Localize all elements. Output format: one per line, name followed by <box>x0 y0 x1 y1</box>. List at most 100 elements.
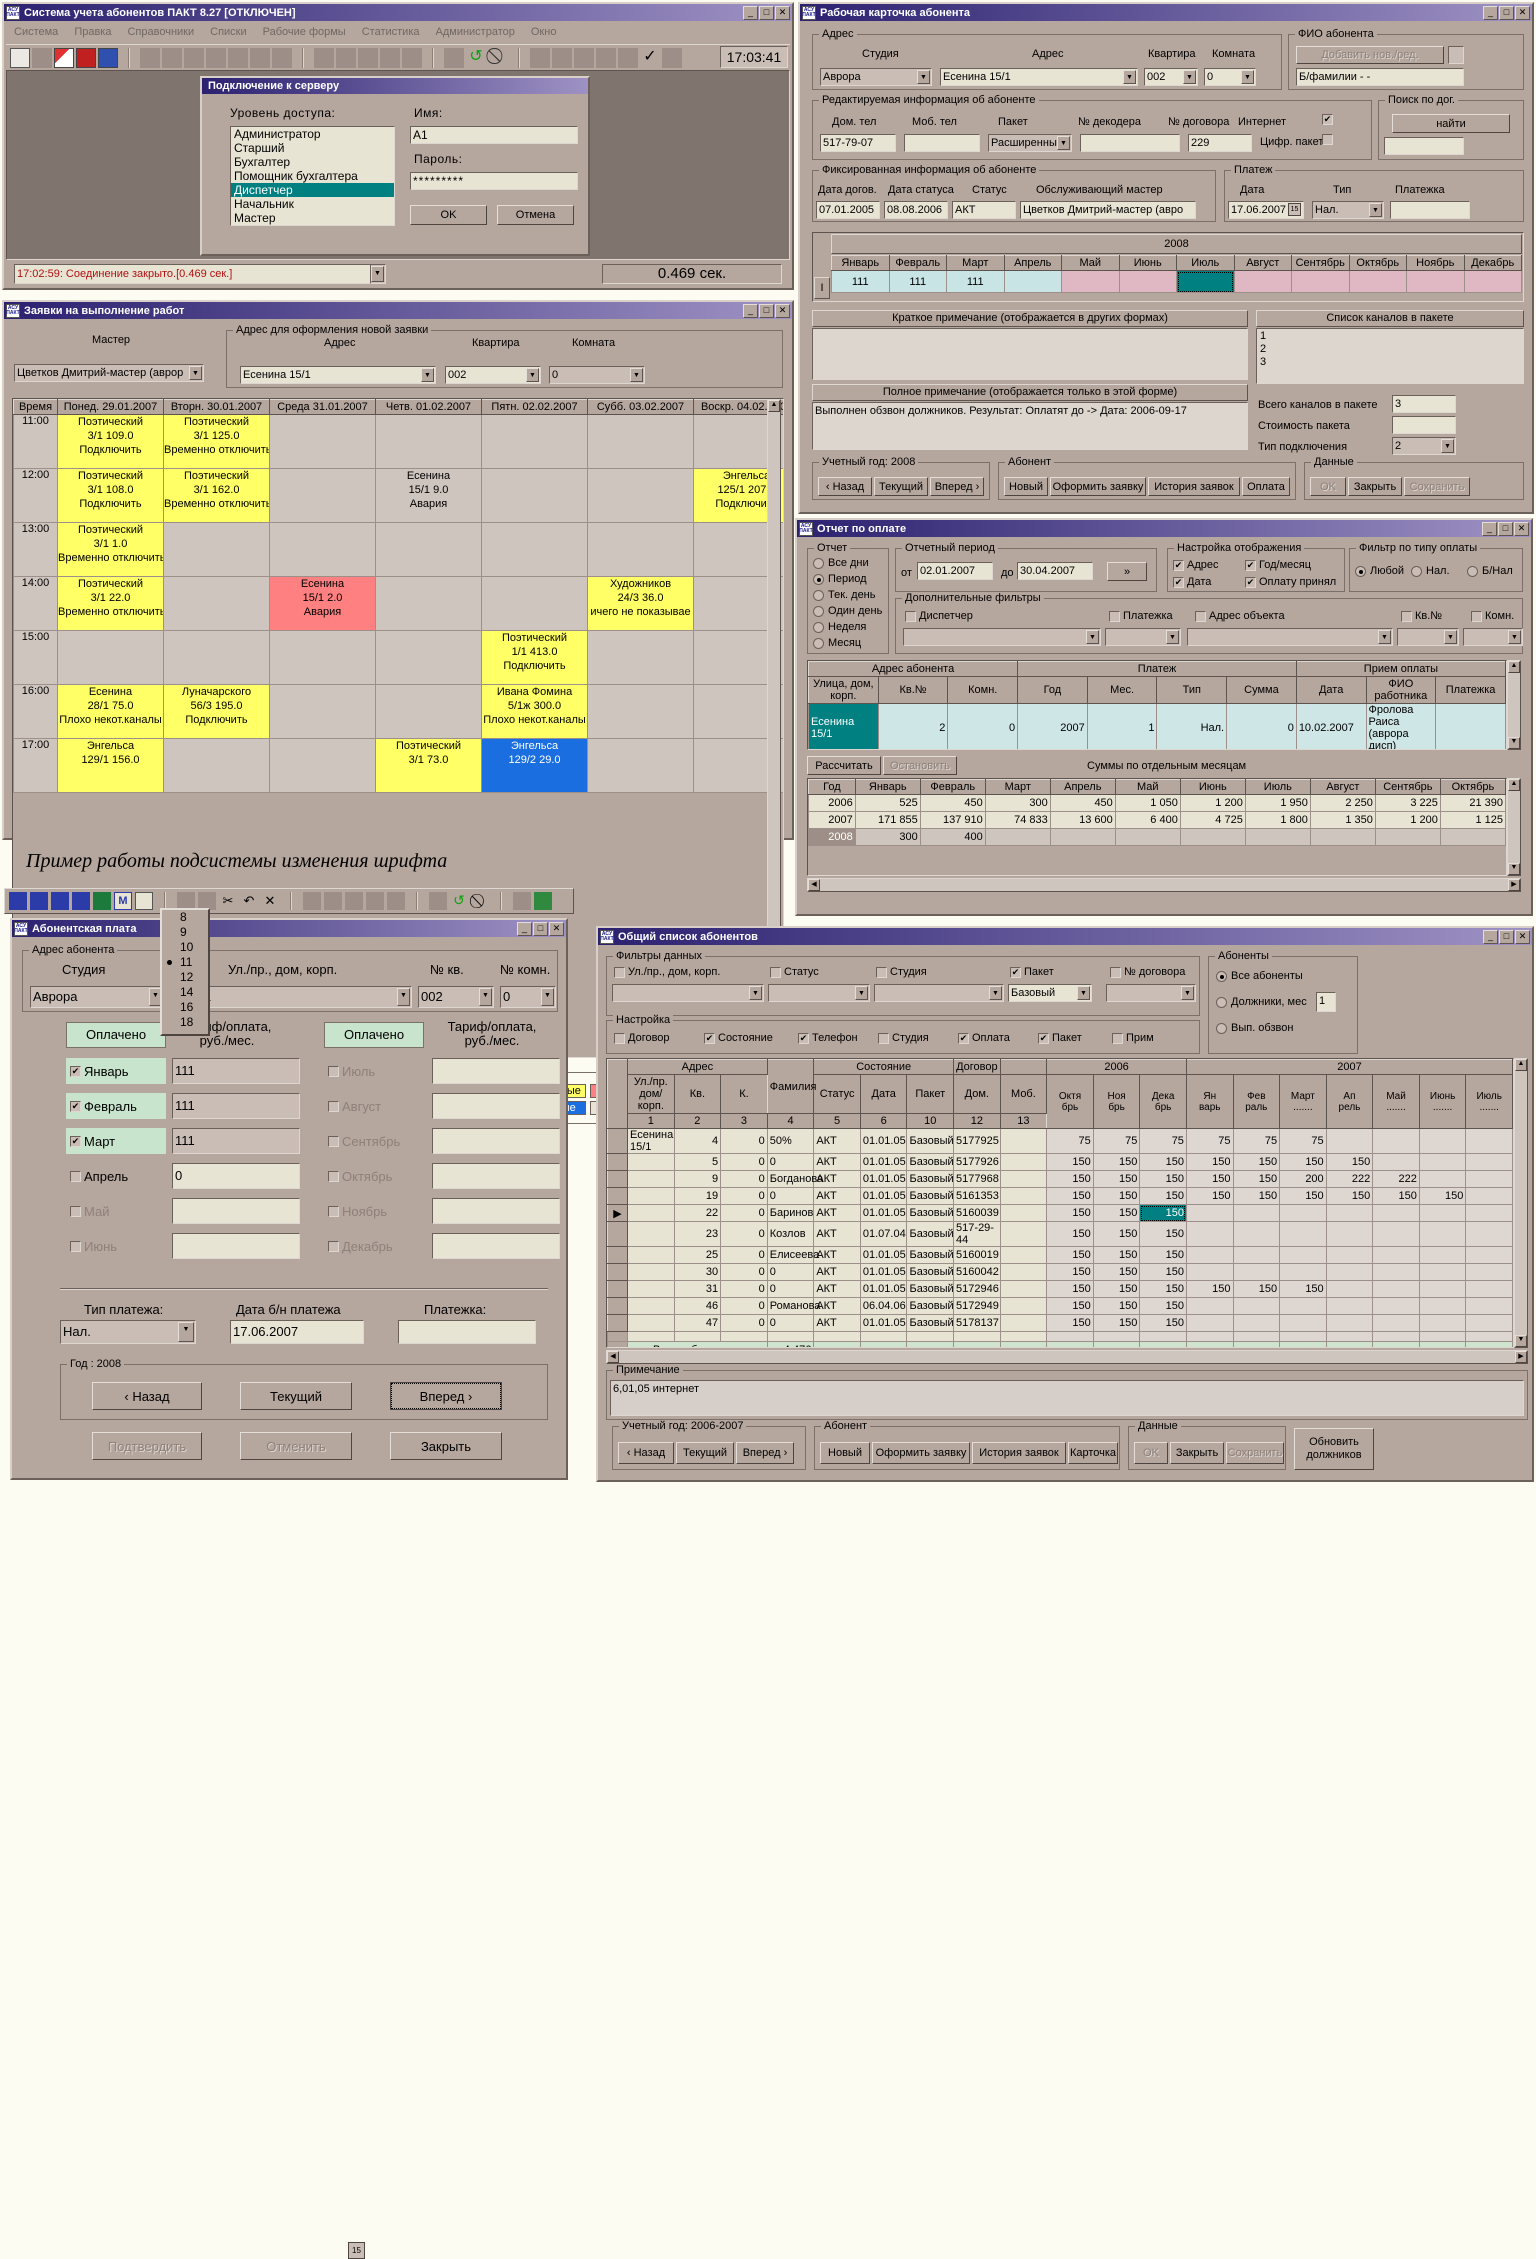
schedule-cell[interactable]: Энгельса 129/2 29.0 <box>481 738 588 793</box>
list-month-header[interactable]: Май....... <box>1372 1074 1420 1129</box>
card-digital-checkbox[interactable] <box>1322 134 1333 145</box>
toolbar-icon-book[interactable] <box>98 47 118 68</box>
toolbar-icon-folder4[interactable] <box>206 47 226 68</box>
list-cell-payment[interactable]: 150 <box>1046 1314 1094 1332</box>
monthly-col-header[interactable]: Февраль <box>919 779 986 795</box>
fee-flat-select[interactable]: 002 ▼ <box>418 986 494 1008</box>
list-cell-payment[interactable]: 150 <box>1139 1297 1187 1315</box>
report-paytype-cash[interactable]: Нал. <box>1411 565 1450 577</box>
schedule-col-header[interactable]: Вторн. 30.01.2007 <box>163 399 270 415</box>
list-cell-family[interactable]: Богданова <box>766 1170 823 1188</box>
list-cell-home-phone[interactable]: 5160019 <box>953 1246 1001 1264</box>
chevron-down-icon[interactable]: ▼ <box>1181 986 1194 1000</box>
list-cell-payment[interactable]: 150 <box>1046 1221 1094 1247</box>
font-icon-cancel[interactable]: ⃠ <box>471 892 489 910</box>
list-cell-payment[interactable] <box>1418 1153 1467 1171</box>
list-cell-payment[interactable]: 150 <box>1092 1297 1141 1315</box>
card-month-cell[interactable] <box>1291 270 1350 293</box>
monthly-col-header[interactable]: Август <box>1309 779 1376 795</box>
table-row[interactable]: 9 0 Богданова АКТ 01.01.05 Базовый 5177968 150 1… <box>607 1170 1513 1188</box>
list-cell-payment[interactable]: 75 <box>1185 1128 1234 1154</box>
report-monthly-table[interactable]: Год Январь Февраль Март Апрель Май Июнь Июль Авг… <box>807 778 1507 876</box>
list-cell-date[interactable]: 01.01.05 <box>859 1314 908 1332</box>
schedule-cell[interactable] <box>587 738 694 793</box>
scroll-right-button[interactable]: ▶ <box>1508 879 1520 891</box>
monthly-value-cell[interactable]: 450 <box>919 794 986 812</box>
list-cell-payment[interactable]: 150 <box>1418 1187 1467 1205</box>
list-cell-payment[interactable]: 150 <box>1092 1170 1141 1188</box>
card-short-note-input[interactable] <box>812 328 1248 380</box>
list-cell-payment[interactable] <box>1418 1263 1467 1281</box>
toolbar-icon-refresh[interactable]: ↺ <box>469 47 483 65</box>
font-icon-refresh[interactable]: ↺ <box>453 892 465 908</box>
font-icon-delete[interactable]: ✕ <box>264 893 276 908</box>
list-cell-payment[interactable]: 150 <box>1139 1263 1187 1281</box>
list-row-marker[interactable] <box>607 1263 628 1281</box>
chevron-down-icon[interactable]: ▼ <box>917 70 930 84</box>
report-table-cell[interactable]: Есенина 15/1 <box>808 703 879 749</box>
list-cell-payment[interactable]: 150 <box>1092 1204 1141 1222</box>
list-cell-family[interactable]: 0 <box>766 1280 815 1298</box>
monthly-value-cell[interactable]: 525 <box>854 794 921 812</box>
report-extra-flat-select[interactable]: ▼ <box>1397 628 1459 646</box>
list-cell-payment[interactable]: 150 <box>1139 1153 1187 1171</box>
maximize-button[interactable]: □ <box>1498 521 1513 536</box>
list-card-button[interactable]: Карточка <box>1068 1442 1118 1464</box>
list-filter-contract-checkbox[interactable]: № договора <box>1110 966 1185 978</box>
list-cell-payment[interactable]: 150 <box>1185 1187 1234 1205</box>
toolbar-icon-monitor[interactable] <box>10 47 30 68</box>
menu-item-okno[interactable]: Окно <box>530 25 557 38</box>
table-row[interactable]: 19 0 0 АКТ 01.01.05 Базовый 5161353 150 150 150 15… <box>607 1187 1513 1205</box>
list-cell-payment[interactable]: 150 <box>1046 1280 1094 1298</box>
list-cell-status[interactable]: АКТ <box>813 1314 861 1332</box>
card-channels-list[interactable]: 1 2 3 <box>1256 328 1524 384</box>
status-dropdown[interactable]: ▼ <box>370 264 386 284</box>
list-cell-payment[interactable]: 150 <box>1092 1263 1141 1281</box>
monthly-value-cell[interactable] <box>1439 828 1506 846</box>
list-cell-payment[interactable] <box>1465 1153 1513 1171</box>
font-icon-find-next[interactable] <box>324 892 342 910</box>
list-cell-flat[interactable]: 19 <box>673 1187 722 1205</box>
list-cell-payment[interactable]: 150 <box>1279 1153 1327 1171</box>
login-password-input[interactable]: ********* <box>410 172 578 190</box>
list-cell-flat[interactable]: 30 <box>673 1263 722 1281</box>
report-col-header[interactable]: Год <box>1017 676 1088 704</box>
card-status-input[interactable]: АКТ <box>952 201 1016 219</box>
schedule-cell[interactable] <box>57 630 164 685</box>
toolbar-icon-copy1[interactable] <box>530 47 550 68</box>
list-setup-note-checkbox[interactable]: Прим <box>1112 1032 1154 1044</box>
schedule-cell[interactable]: Энгельса 129/1 156.0 <box>57 738 164 793</box>
card-contract-date-input[interactable]: 07.01.2005 <box>816 201 880 219</box>
list-cell-date[interactable]: 01.01.05 <box>859 1187 908 1205</box>
list-cell-address[interactable] <box>627 1297 675 1315</box>
card-month-header[interactable]: Декабрь <box>1463 255 1522 271</box>
list-cell-flat[interactable]: 46 <box>673 1297 722 1315</box>
card-contract-input[interactable]: 229 <box>1188 134 1252 152</box>
list-cell-mob-phone[interactable] <box>999 1153 1048 1171</box>
report-extra-objaddr-select[interactable]: ▼ <box>1187 628 1393 646</box>
list-row-marker[interactable] <box>607 1187 628 1205</box>
list-cell-payment[interactable] <box>1325 1263 1374 1281</box>
list-cell-address[interactable] <box>627 1187 675 1205</box>
list-cell-mob-phone[interactable] <box>999 1204 1048 1222</box>
report-display-yearmonth-checkbox[interactable]: Год/месяц <box>1245 559 1311 571</box>
report-col-header[interactable]: Сумма <box>1226 676 1297 704</box>
list-save-button[interactable]: Сохранить <box>1226 1442 1284 1464</box>
list-col-header[interactable]: Моб. <box>999 1074 1048 1114</box>
card-fio-value[interactable]: Б/фамилии - - <box>1296 68 1464 86</box>
fee-month-checkbox[interactable]: Март <box>66 1128 166 1154</box>
toolbar-icon-sort-desc[interactable] <box>618 47 638 68</box>
list-cell-payment[interactable]: 150 <box>1046 1246 1094 1264</box>
card-titlebar[interactable]: АСУ ПАКТ Рабочая карточка абонента _ □ ✕ <box>800 4 1532 21</box>
schedule-cell[interactable] <box>269 630 376 685</box>
list-cell-flat[interactable]: 4 <box>673 1128 722 1154</box>
menu-item-pravka[interactable]: Правка <box>74 25 112 38</box>
fee-room-select[interactable]: 0 ▼ <box>500 986 556 1008</box>
list-cell-package[interactable]: Базовый <box>906 1314 955 1332</box>
schedule-cell[interactable] <box>587 468 694 523</box>
schedule-col-header[interactable]: Понед. 29.01.2007 <box>57 399 164 415</box>
list-cell-payment[interactable] <box>1372 1246 1420 1264</box>
font-size-option[interactable]: 18 <box>180 1015 194 1029</box>
list-cell-date[interactable]: 01.01.05 <box>859 1128 908 1154</box>
toolbar-icon-save[interactable] <box>444 47 464 68</box>
